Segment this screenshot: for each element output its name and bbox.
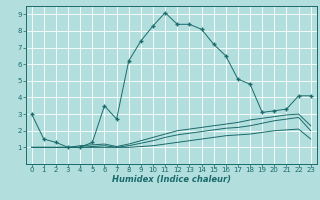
X-axis label: Humidex (Indice chaleur): Humidex (Indice chaleur)	[112, 175, 231, 184]
